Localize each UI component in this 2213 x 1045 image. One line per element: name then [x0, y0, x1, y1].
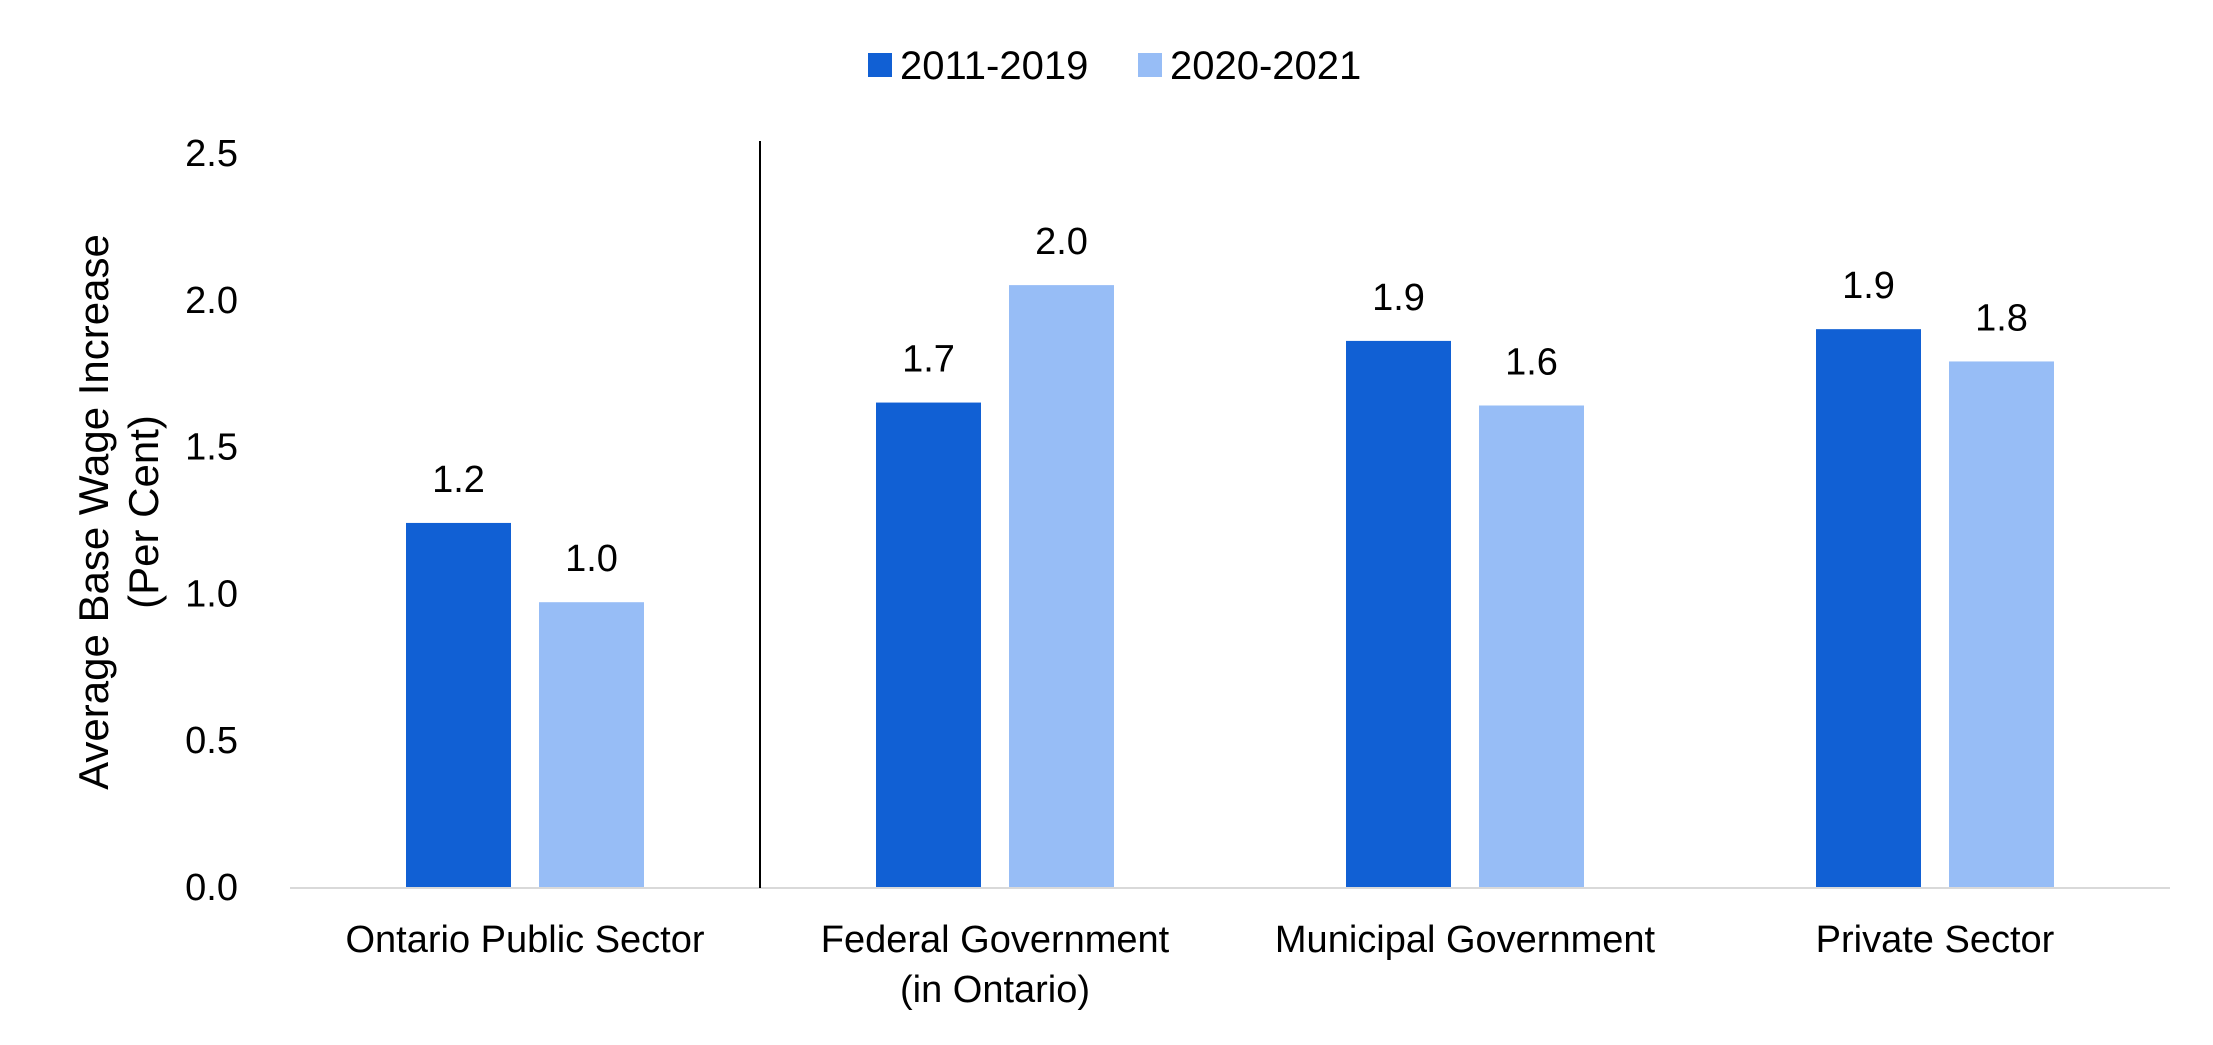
data-labels: 1.2 1.0 1.7 2.0 1.9 1.6 1.9 1.8	[432, 221, 2028, 580]
x-category-label: (in Ontario)	[900, 969, 1090, 1011]
legend-swatch-2011-2019	[868, 53, 892, 77]
bar-2020-2021	[1009, 285, 1114, 887]
legend-label-2011-2019: 2011-2019	[900, 44, 1088, 88]
y-axis-ticks: 0.0 0.5 1.0 1.5 2.0 2.5	[185, 133, 238, 909]
data-label: 2.0	[1035, 221, 1088, 263]
bar-2011-2019	[876, 402, 981, 887]
data-label: 1.9	[1842, 265, 1895, 307]
y-axis-title-line: Average Base Wage Increase	[70, 234, 117, 790]
bar-2020-2021	[1479, 405, 1584, 887]
x-category-label: Ontario Public Sector	[345, 919, 704, 961]
bar-2011-2019	[1346, 340, 1451, 887]
legend: 2011-2019 2020-2021	[868, 44, 1361, 88]
legend-label-2020-2021: 2020-2021	[1170, 44, 1361, 88]
y-tick-label: 1.5	[185, 427, 238, 469]
y-tick-label: 2.5	[185, 133, 238, 175]
axes	[290, 141, 2170, 889]
bar-2020-2021	[1949, 361, 2054, 887]
bar-2011-2019	[1816, 329, 1921, 887]
x-category-label: Private Sector	[1816, 919, 2055, 961]
y-tick-label: 0.0	[185, 867, 238, 909]
legend-swatch-2020-2021	[1138, 53, 1162, 77]
bars	[406, 285, 2054, 887]
y-tick-label: 1.0	[185, 573, 238, 615]
data-label: 1.0	[565, 538, 618, 580]
y-axis-label: Average Base Wage Increase (Per Cent)	[70, 234, 167, 790]
x-axis-labels: Ontario Public Sector Federal Government (…	[345, 919, 2054, 1011]
x-category-label: Federal Government	[821, 919, 1170, 961]
y-axis-title-line: (Per Cent)	[120, 415, 167, 609]
data-label: 1.7	[902, 339, 955, 381]
data-label: 1.9	[1372, 277, 1425, 319]
data-label: 1.2	[432, 459, 485, 501]
y-tick-label: 0.5	[185, 720, 238, 762]
bar-2020-2021	[539, 602, 644, 887]
y-tick-label: 2.0	[185, 280, 238, 322]
y-axis-title: Average Base Wage Increase (Per Cent)	[70, 234, 167, 790]
data-label: 1.6	[1505, 341, 1558, 383]
data-label: 1.8	[1975, 297, 2028, 339]
bar-2011-2019	[406, 522, 511, 887]
x-category-label: Municipal Government	[1275, 919, 1656, 961]
